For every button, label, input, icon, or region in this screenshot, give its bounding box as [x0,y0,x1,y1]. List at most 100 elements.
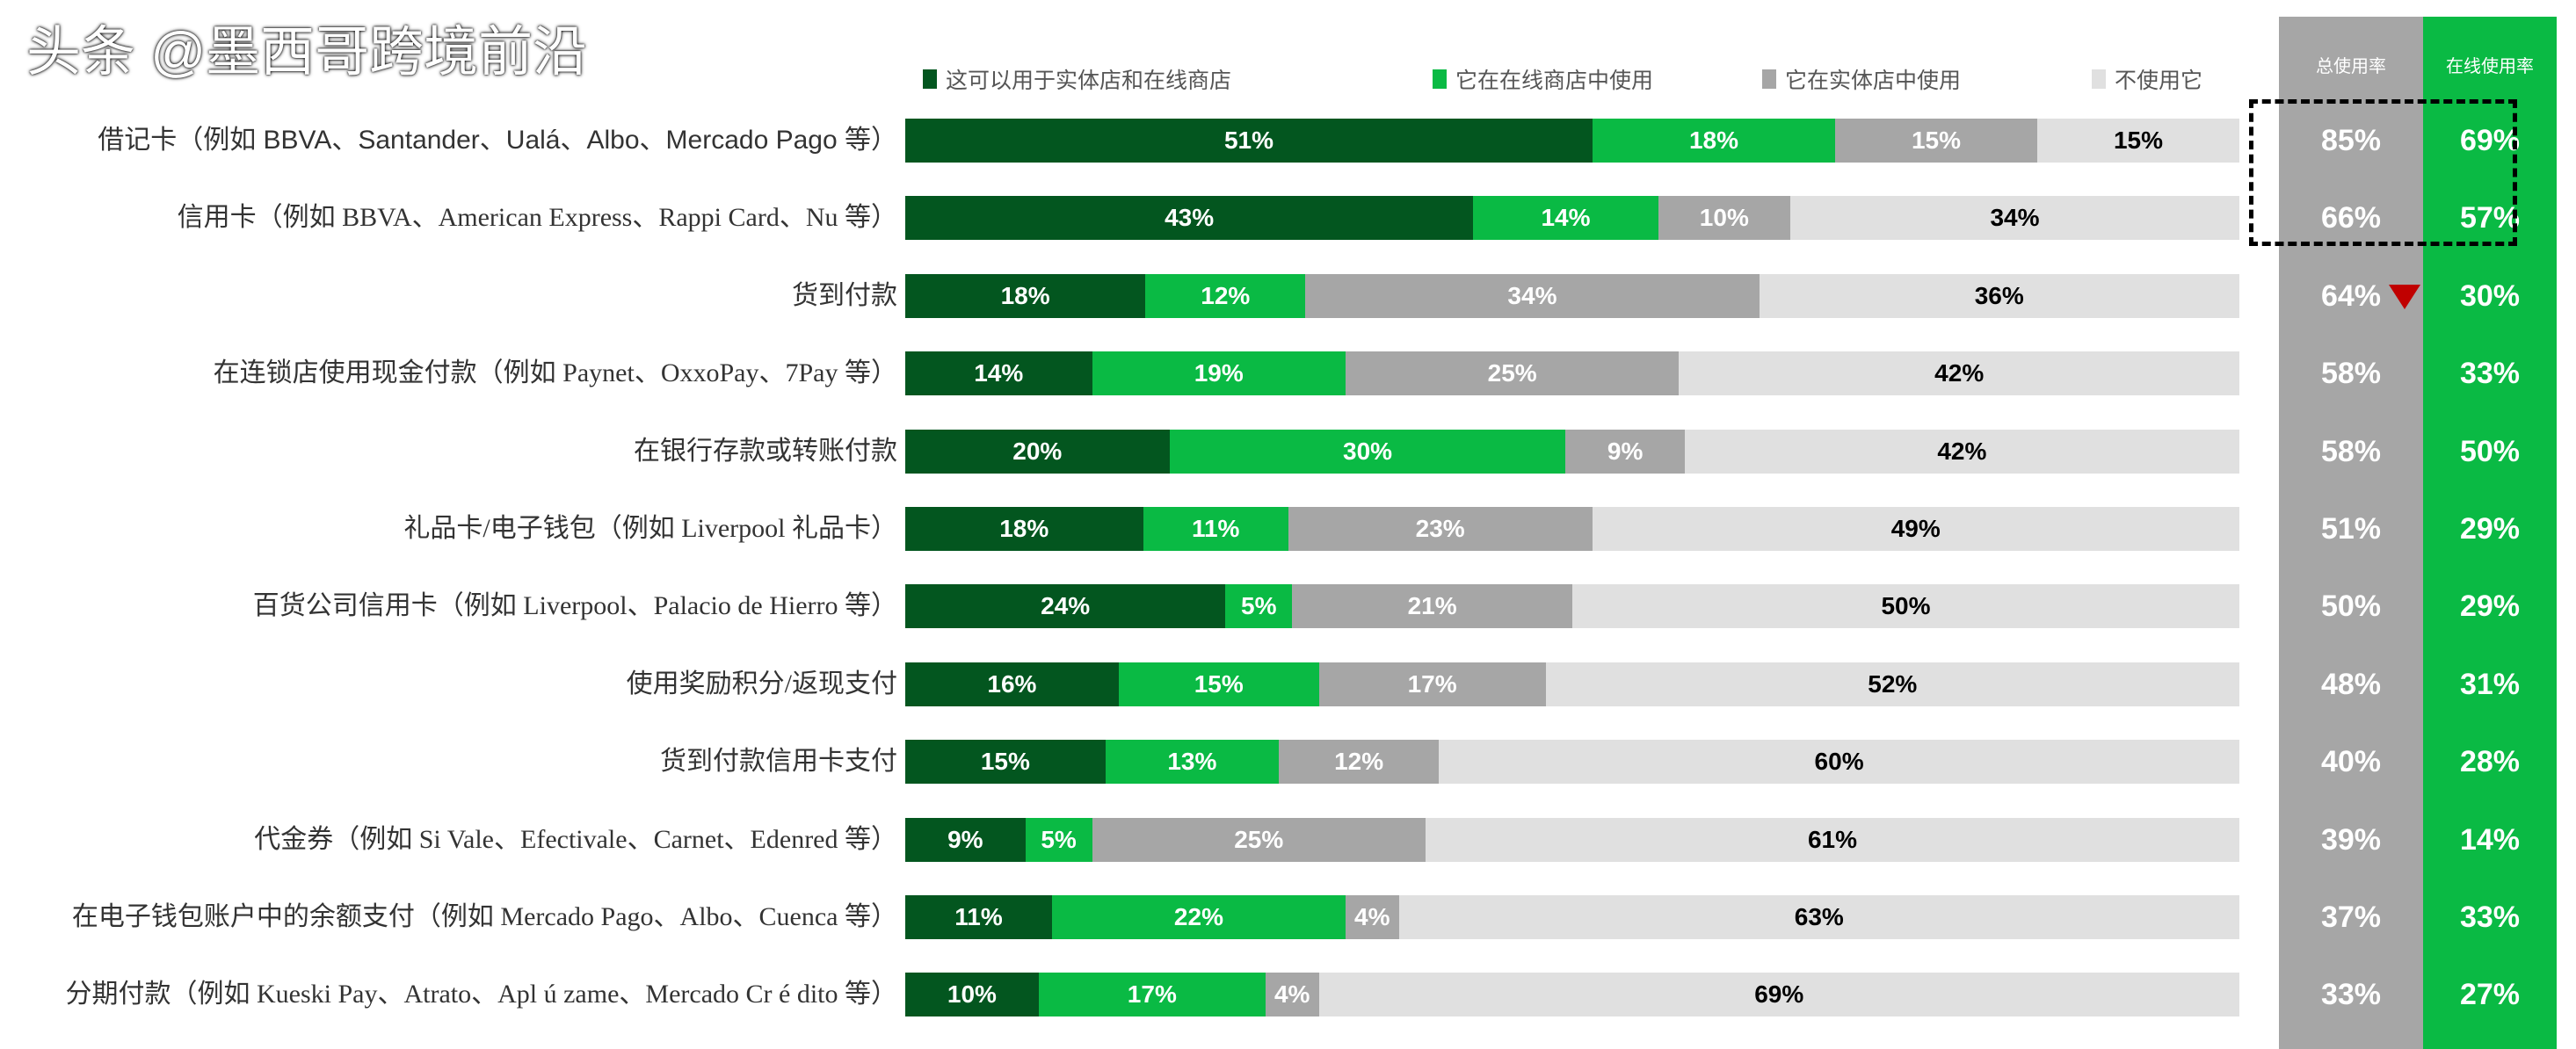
bar-segment: 16% [905,662,1119,706]
data-label: 12% [1334,748,1384,776]
row-label: 货到付款 [792,280,897,310]
bar-segment: 34% [1789,196,2239,241]
data-label: 18% [1000,281,1050,309]
column-value: 58% [2320,357,2382,391]
legend-item: 这可以用于实体店和在线商店 [923,63,1231,95]
data-label: 18% [1688,127,1739,154]
data-label: 20% [1012,437,1063,465]
data-label: 69% [1754,980,1804,1009]
data-label: 15% [2113,127,2164,154]
stacked-bar: 14% 19% 25% 42% [905,351,2239,396]
bar-segment: 49% [1592,507,2239,551]
bar-segment: 4% [1265,973,1319,1017]
highlight-box [2249,99,2517,246]
column-value: 37% [2320,901,2382,934]
column-value: 50% [2320,590,2382,624]
bar-segment: 12% [1145,273,1306,318]
row-label: 货到付款信用卡支付 [660,747,897,777]
legend-item: 它在实体店中使用 [1762,63,1961,95]
column-value: 57% [2459,201,2521,235]
bar-segment: 9% [1565,429,1685,474]
stacked-bar: 20% 30% 9% 42% [905,429,2239,474]
data-label: 34% [1990,204,2040,232]
row-label: 借记卡（例如 BBVA、Santander、Ualá、Albo、Mercado … [98,126,897,155]
bar-segment: 42% [1684,429,2239,474]
bar-segment: 10% [905,973,1039,1017]
legend: 这可以用于实体店和在线商店 它在在线商店中使用 它在实体店中使用 不使用它 [923,63,2241,98]
bar-segment: 30% [1169,429,1566,474]
bar-segment: 14% [1473,196,1658,241]
legend-label: 不使用它 [2115,69,2203,93]
row-label: 礼品卡/电子钱包（例如 Liverpool 礼品卡） [403,514,897,543]
column-value: 66% [2320,201,2382,235]
column-value: 14% [2459,822,2521,857]
bar-segment: 15% [2037,119,2239,163]
legend-swatch [923,69,937,89]
bar-segment: 15% [905,740,1106,785]
column-value: 28% [2459,745,2521,779]
column-value: 31% [2459,667,2521,701]
data-label: 36% [1974,281,2024,309]
data-label: 4% [1354,903,1390,930]
column-value: 33% [2459,357,2521,391]
column-value: 58% [2320,434,2382,468]
data-label: 11% [954,903,1003,930]
stacked-bar: 24% 5% 21% 50% [905,584,2239,629]
bar-segment: 23% [1288,507,1593,551]
bar-segment: 60% [1439,740,2239,785]
row-label: 分期付款（例如 Kueski Pay、Atrato、Apl ú zame、Mer… [65,980,897,1009]
data-label: 18% [999,515,1049,542]
bar-segment: 17% [1038,973,1266,1017]
data-label: 10% [947,980,997,1009]
column-value: 40% [2320,745,2382,779]
column-value: 50% [2459,434,2521,468]
data-label: 15% [1194,669,1244,698]
bar-segment: 69% [1318,973,2239,1017]
legend-label: 它在实体店中使用 [1785,69,1962,93]
online-usage-column: 在线使用率 69% 57% 30% 33% 50% 29% 29% 31% 28% 14% 33% 27… [2423,17,2557,1049]
bar-segment: 21% [1292,584,1572,629]
data-label: 25% [1487,359,1537,387]
bar-segment: 50% [1571,584,2239,629]
data-label: 24% [1041,592,1091,620]
column-value: 64% [2320,279,2382,313]
bar-segment: 25% [1345,351,1680,396]
data-label: 51% [1223,127,1274,154]
data-label: 9% [1607,437,1644,465]
data-label: 10% [1699,204,1749,232]
data-label: 30% [1343,437,1393,465]
column-value: 51% [2320,512,2382,546]
bar-segment: 18% [905,273,1146,318]
column-value: 69% [2459,124,2521,157]
row-label: 信用卡（例如 BBVA、American Express、Rappi Card、… [177,203,897,233]
bar-segment: 36% [1759,273,2239,318]
data-label: 52% [1868,669,1918,698]
data-label: 49% [1890,515,1941,542]
bar-segment: 63% [1398,895,2239,939]
legend-label: 这可以用于实体店和在线商店 [946,69,1232,93]
bar-segment: 14% [905,351,1092,396]
bar-segment: 61% [1426,817,2239,862]
row-label: 在电子钱包账户中的余额支付（例如 Mercado Pago、Albo、Cuenc… [71,902,897,931]
data-label: 19% [1194,359,1244,387]
column-value: 27% [2459,978,2521,1012]
data-label: 14% [1541,204,1591,232]
data-label: 63% [1794,903,1844,930]
data-label: 42% [1937,437,1987,465]
data-label: 12% [1201,281,1251,309]
legend-item: 它在在线商店中使用 [1433,63,1653,95]
data-label: 16% [987,669,1037,698]
bar-segment: 11% [905,895,1052,939]
stacked-bar: 43% 14% 10% 34% [905,196,2239,241]
data-label: 61% [1807,825,1857,853]
bar-segment: 10% [1658,196,1790,241]
legend-item: 不使用它 [2092,63,2202,95]
bar-segment: 42% [1679,351,2239,396]
stacked-bar: 16% 15% 17% 52% [905,662,2239,706]
bar-segment: 20% [905,429,1170,474]
data-label: 21% [1407,592,1457,620]
bar-segment: 22% [1051,895,1346,939]
bar-segment: 18% [905,507,1143,551]
data-label: 15% [1911,127,1962,154]
row-label: 在银行存款或转账付款 [634,436,897,466]
